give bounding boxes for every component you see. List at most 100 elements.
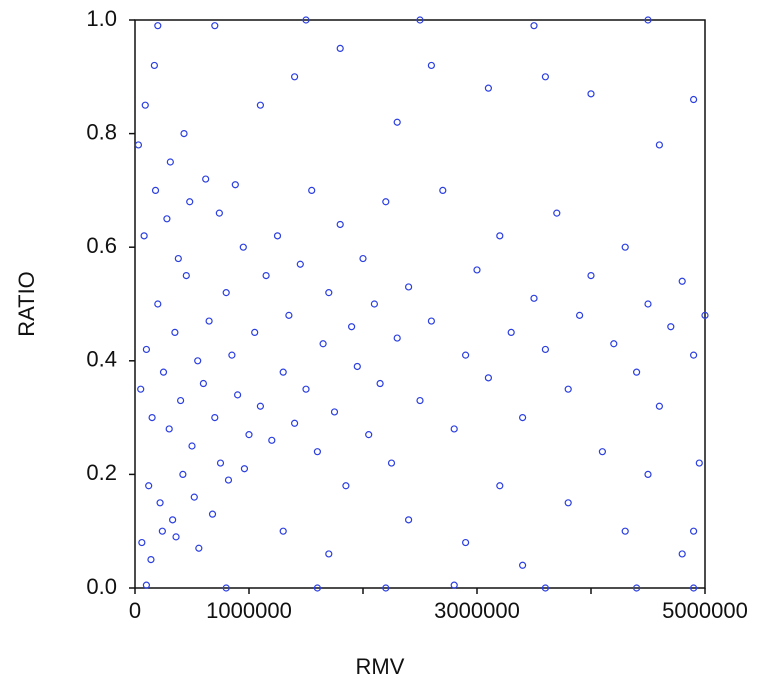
scatter-point (644, 16, 652, 24)
scatter-point (216, 459, 225, 467)
plot-frame (134, 19, 706, 589)
scatter-point (138, 538, 146, 547)
scatter-point (342, 482, 350, 490)
scatter-point (140, 232, 148, 240)
scatter-point (291, 73, 299, 81)
scatter-point (541, 73, 550, 81)
scatter-point (199, 379, 207, 388)
scatter-point (439, 186, 447, 194)
scatter-point (621, 243, 629, 251)
scatter-point (587, 272, 595, 280)
scatter-point (186, 198, 194, 206)
scatter-point (234, 391, 242, 399)
scatter-point (610, 340, 618, 348)
scatter-point (166, 158, 174, 166)
scatter-point (239, 243, 247, 251)
scatter-point (427, 61, 435, 70)
scatter-point (291, 419, 299, 427)
scatter-point (256, 101, 264, 109)
scatter-point (518, 414, 527, 422)
scatter-point (313, 584, 321, 592)
x-axis-label: RMV (356, 654, 405, 679)
scatter-point (179, 470, 187, 478)
scatter-point (145, 482, 153, 490)
y-tick-label: 0.8 (86, 119, 117, 144)
scatter-point (279, 527, 287, 535)
scatter-point (182, 272, 190, 280)
scatter-point (416, 396, 424, 405)
scatter-point (598, 448, 607, 456)
scatter-point (296, 260, 304, 268)
scatter-point (393, 118, 401, 126)
scatter-point (165, 425, 173, 433)
scatter-point (564, 385, 572, 393)
scatter-point (359, 254, 367, 263)
scatter-point (268, 436, 276, 444)
scatter-point (251, 328, 259, 336)
scatter-point (174, 254, 182, 263)
scatter-point (405, 283, 413, 291)
scatter-point (427, 317, 435, 325)
scatter-point (496, 232, 504, 240)
scatter-point (393, 334, 401, 342)
scatter-point (285, 311, 293, 319)
scatter-point (256, 402, 264, 410)
scatter-point (484, 84, 492, 92)
scatter-point (159, 368, 168, 376)
scatter-point (336, 44, 344, 53)
scatter-point (279, 368, 287, 376)
scatter-point (416, 16, 424, 24)
scatter-point (336, 220, 344, 229)
scatter-point (319, 340, 327, 348)
scatter-point (211, 414, 219, 422)
scatter-point (621, 527, 629, 535)
scatter-point (353, 362, 361, 371)
scatter-point (484, 374, 492, 382)
scatter-point (325, 289, 333, 297)
scatter-point (150, 61, 158, 70)
scatter-point (195, 544, 203, 552)
scatter-point (689, 95, 698, 104)
scatter-point (655, 141, 664, 149)
scatter-point (208, 510, 217, 518)
scatter-point (172, 533, 180, 541)
scatter-point (632, 584, 641, 592)
scatter-point (462, 351, 470, 359)
scatter-point (587, 90, 595, 98)
scatter-point (313, 448, 321, 456)
scatter-point (231, 181, 239, 189)
scatter-point (530, 294, 538, 302)
scatter-point (689, 584, 698, 592)
scatter-point (228, 351, 236, 359)
scatter-point (667, 323, 675, 331)
scatter-point (695, 459, 703, 467)
scatter-point (370, 300, 378, 308)
scatter-point (177, 396, 185, 405)
scatter-point (222, 289, 230, 297)
y-tick-label: 0.6 (86, 233, 117, 258)
scatter-point (262, 272, 270, 280)
scatter-point (222, 584, 230, 592)
scatter-point (564, 499, 572, 507)
scatter-point (240, 465, 249, 473)
y-tick-label: 1.0 (86, 6, 117, 31)
scatter-point (507, 328, 515, 336)
scatter-point (575, 311, 584, 319)
x-tick-label: 3000000 (434, 598, 520, 623)
scatter-point (156, 499, 164, 507)
scatter-point (376, 379, 384, 388)
scatter-point (158, 527, 166, 535)
scatter-point (224, 476, 233, 484)
scatter-point (151, 186, 160, 194)
scatter-point (541, 584, 550, 592)
y-tick-label: 0.0 (86, 574, 117, 599)
scatter-point (169, 516, 177, 524)
scatter-point (387, 459, 396, 467)
scatter-point (194, 357, 202, 365)
scatter-point (701, 311, 709, 319)
scatter-point (188, 442, 196, 450)
scatter-point (147, 555, 155, 564)
scatter-point (473, 266, 481, 274)
scatter-point (302, 16, 310, 24)
